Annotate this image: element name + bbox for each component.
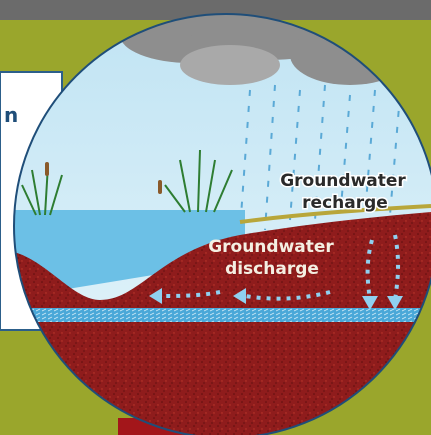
recharge-label: Groundwater (280, 171, 406, 191)
discharge-label: Groundwater (208, 237, 334, 257)
page: n Groundwa (0, 0, 431, 435)
aquifer (0, 308, 431, 322)
discharge-label: discharge (225, 259, 319, 279)
recharge-label: recharge (302, 193, 388, 213)
diagram: n Groundwa (0, 0, 431, 435)
left-panel-text: n (4, 103, 18, 127)
